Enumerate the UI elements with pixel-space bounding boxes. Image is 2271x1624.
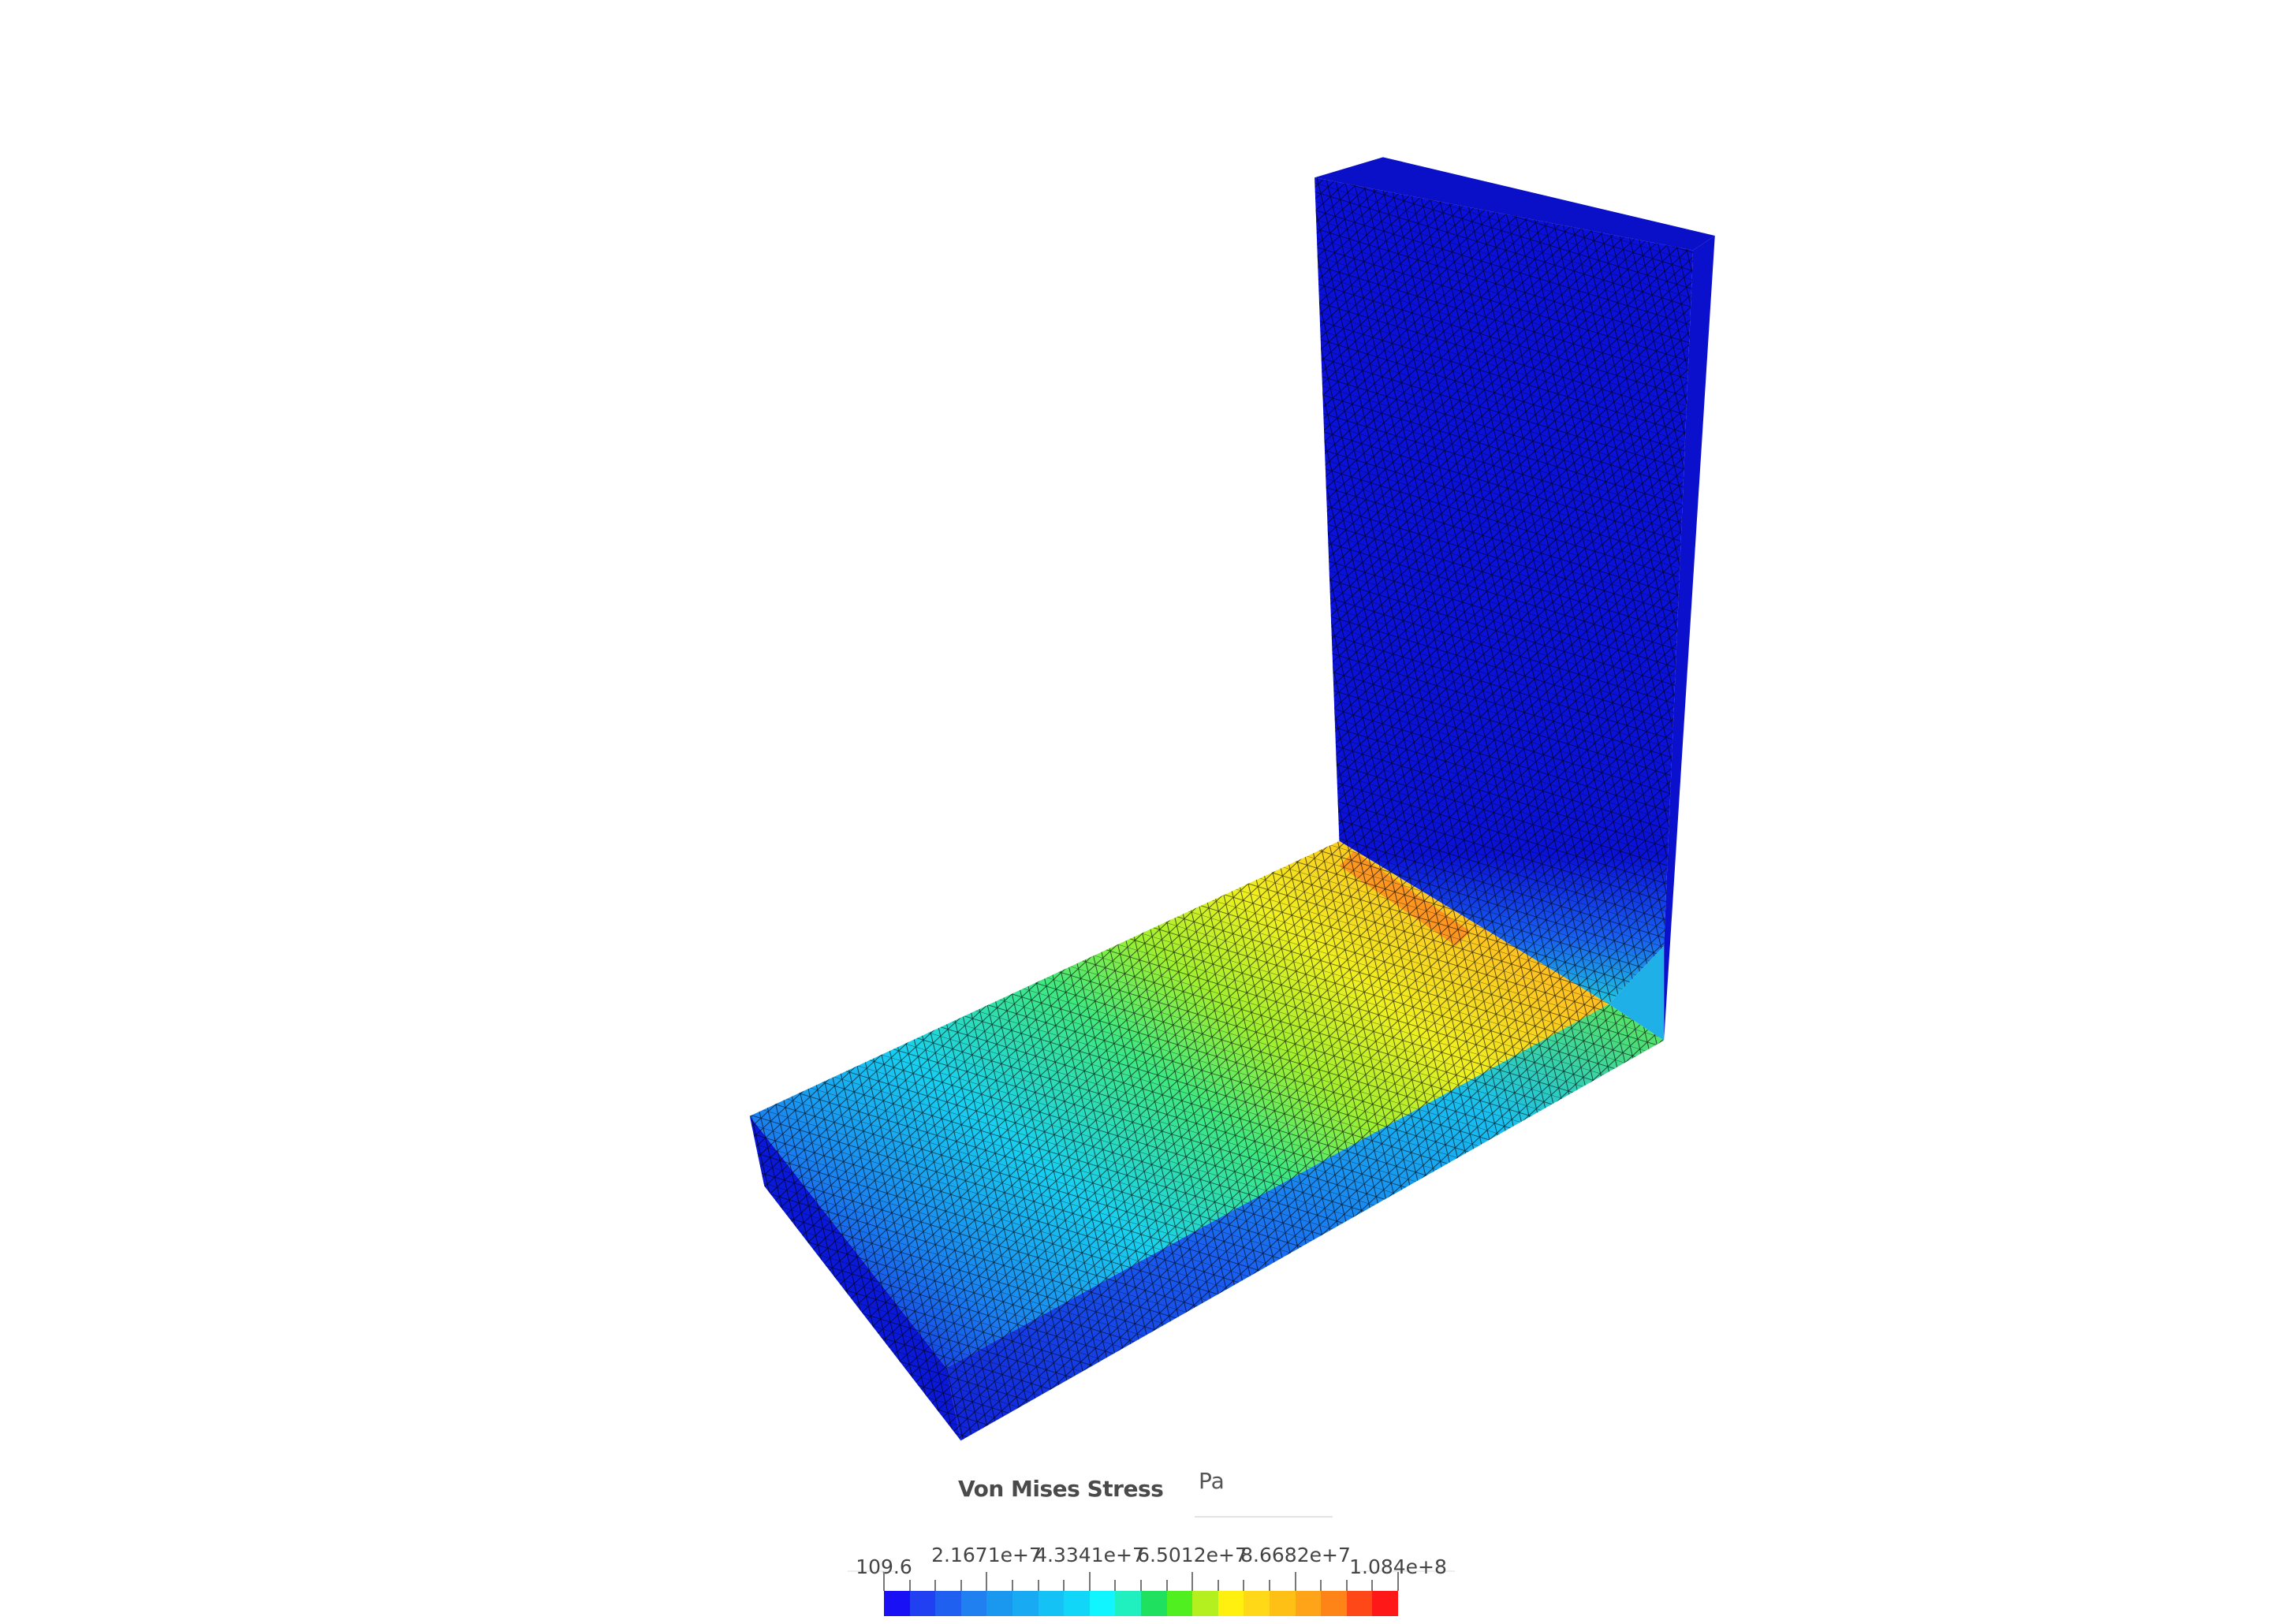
minor-tick <box>934 1580 937 1591</box>
minor-tick <box>1217 1580 1219 1591</box>
minor-tick <box>1371 1580 1374 1591</box>
colorbar-band <box>909 1591 936 1616</box>
divider <box>1352 1570 1455 1572</box>
minor-tick <box>1165 1580 1168 1591</box>
major-tick <box>986 1572 988 1591</box>
unit-underline <box>1195 1516 1333 1518</box>
legend-title: Von Mises Stress <box>958 1476 1164 1502</box>
colorbar-band <box>1012 1591 1039 1616</box>
major-tick <box>1191 1572 1194 1591</box>
colorbar-band <box>1269 1591 1296 1616</box>
minor-tick <box>908 1580 911 1591</box>
colorbar-band <box>935 1591 961 1616</box>
minor-tick <box>1037 1580 1039 1591</box>
colorbar-band <box>1140 1591 1167 1616</box>
wall-top-face <box>1314 157 1715 251</box>
tick-label: 8.6682e+7 <box>1240 1544 1351 1566</box>
colorbar-band <box>884 1591 910 1616</box>
minor-tick <box>1243 1580 1245 1591</box>
colorbar-band <box>1064 1591 1090 1616</box>
colorbar <box>884 1591 1398 1616</box>
minor-tick <box>960 1580 962 1591</box>
colorbar-band <box>1115 1591 1141 1616</box>
major-tick <box>1294 1572 1296 1591</box>
colorbar-band <box>1038 1591 1065 1616</box>
major-tick <box>1088 1572 1091 1591</box>
tick-label: 2.1671e+7 <box>931 1544 1042 1566</box>
colorbar-band <box>1089 1591 1116 1616</box>
colorbar-band <box>1346 1591 1373 1616</box>
colorbar-band <box>1192 1591 1218 1616</box>
tick-label: 4.3341e+7 <box>1035 1544 1145 1566</box>
minor-tick <box>1114 1580 1117 1591</box>
minor-tick <box>1063 1580 1065 1591</box>
colorbar-band <box>1321 1591 1347 1616</box>
colorbar-band <box>960 1591 987 1616</box>
colorbar-band <box>986 1591 1012 1616</box>
wall-side-face-bottom <box>1609 945 1665 1041</box>
divider <box>848 1570 895 1572</box>
colorbar-band <box>1244 1591 1270 1616</box>
colorbar-ticks <box>883 1570 1399 1591</box>
colorbar-band <box>1372 1591 1398 1616</box>
colorbar-band <box>1166 1591 1193 1616</box>
minor-tick <box>1320 1580 1322 1591</box>
minor-tick <box>1012 1580 1013 1591</box>
minor-tick <box>1269 1580 1270 1591</box>
base <box>749 840 1665 1441</box>
minor-tick <box>1140 1580 1142 1591</box>
colorbar-band <box>1295 1591 1322 1616</box>
tick-label: 6.5012e+7 <box>1137 1544 1247 1566</box>
major-tick <box>1397 1572 1399 1591</box>
wall <box>1314 157 1715 1041</box>
tick-label: 109.6 <box>856 1555 912 1574</box>
major-tick <box>883 1572 885 1591</box>
legend-unit-field[interactable]: Pa <box>1199 1468 1225 1494</box>
minor-tick <box>1345 1580 1348 1591</box>
colorbar-band <box>1218 1591 1244 1616</box>
tick-label: 1.084e+8 <box>1349 1555 1447 1574</box>
